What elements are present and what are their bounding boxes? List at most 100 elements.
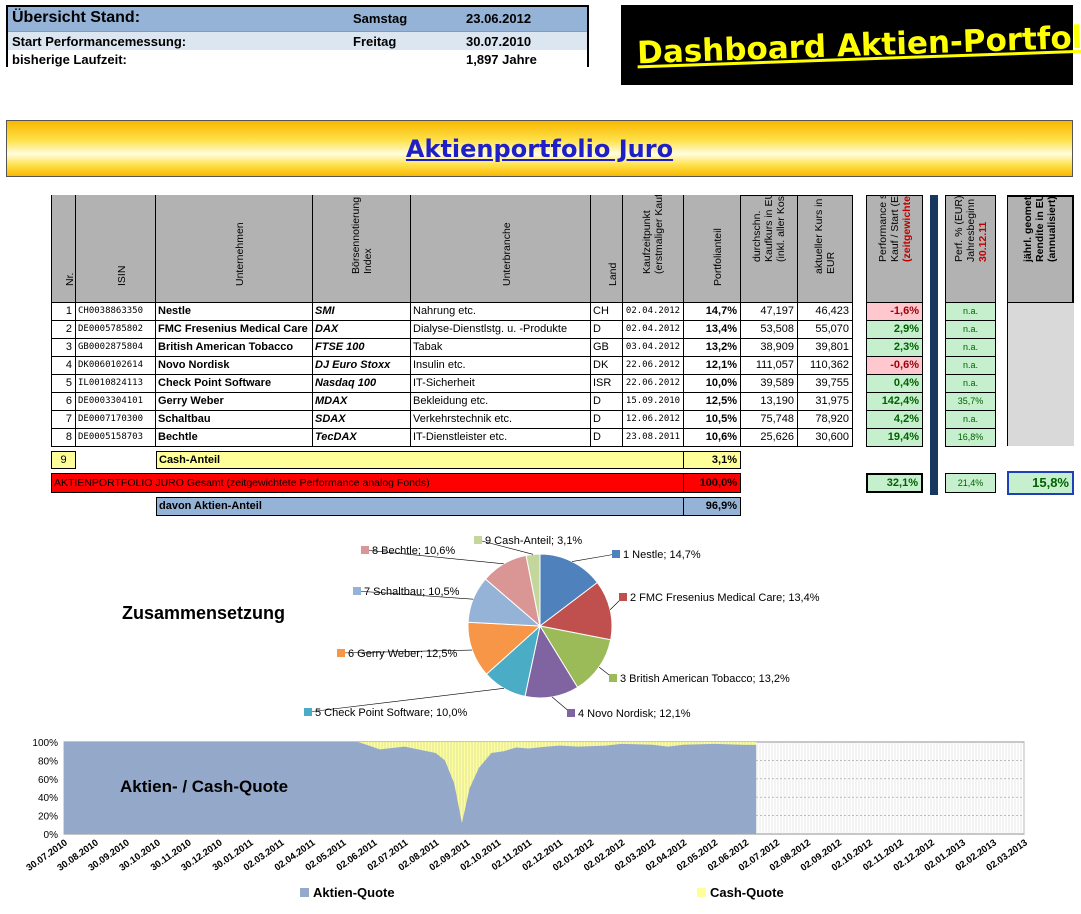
cell-perf: 2,9% [866,321,923,339]
overview-row-runtime: bisherige Laufzeit: 1,897 Jahre [8,50,587,67]
header-perf-l3: (zeitgewichtet) [900,195,913,262]
cell-nr: 7 [51,411,76,429]
cell-cur: 39,801 [798,339,853,357]
pie-legend-swatch [361,546,369,554]
cell-avg: 13,190 [741,393,798,411]
overview-title: Übersicht Stand: [12,9,141,26]
header-avgprice: durchschn. Kaufkurs in EUR (inkl. aller Ko… [741,195,798,303]
separator-bar [930,195,938,495]
quota-chart: 0%20%40%60%80%100%30.07.201030.08.201030… [24,738,1029,874]
cell-perf: 0,4% [866,375,923,393]
header-annual-l1: jährl. geometr. [1022,195,1034,262]
cell-branch: IT-Dienstleister etc. [411,429,591,447]
cell-ytd: n.a. [945,339,996,357]
cell-avg: 47,197 [741,303,798,321]
equity-label-text: davon Aktien-Anteil [159,500,262,512]
total-share: 100,0% [684,473,741,493]
header-isin: ISIN [76,195,156,303]
header-nr: Nr. [51,195,76,303]
header-curprice-l2: EUR [825,251,837,274]
cell-perf: 4,2% [866,411,923,429]
pie-legend-swatch [567,709,575,717]
cell-share: 12,5% [684,393,741,411]
cell-date: 03.04.2012 [623,339,684,357]
cell-ytd: n.a. [945,357,996,375]
cell-ytd: 16,8% [945,429,996,447]
y-tick-label: 60% [38,775,58,786]
portfolio-table: Nr. ISIN Unternehmen Börsennotierung / In… [51,195,1074,516]
header-ytd: Perf. % (EUR) seit: Jahresbeginn 30.12.11 [945,195,996,303]
pie-legend-swatch [609,674,617,682]
portfolio-title[interactable]: Aktienportfolio Juro [405,135,674,163]
start-label: Start Performancemessung: [12,34,187,49]
cell-nr: 3 [51,339,76,357]
pie-label: 4 Novo Nordisk; 12,1% [578,708,691,720]
header-country-label: Land [606,262,619,286]
header-company-label: Unternehmen [234,222,246,286]
cell-index: SMI [313,303,411,321]
header-country: Land [591,195,623,303]
pie-leader-line [364,549,504,565]
header-perf-l1: Performance seit [876,195,889,262]
cell-ytd: n.a. [945,321,996,339]
cell-ytd: n.a. [945,411,996,429]
legend-equity-swatch [300,888,309,897]
header-index-l1: Börsennotierung / [349,195,362,274]
cell-country: GB [591,339,623,357]
pie-label: 8 Bechtle; 10,6% [372,545,455,557]
legend-cash-swatch [697,888,706,897]
start-day: Freitag [353,34,397,49]
header-nr-label: Nr. [63,272,76,286]
pie-slice [539,553,599,628]
pie-leader-line [572,553,617,562]
cell-share: 14,7% [684,303,741,321]
cell-avg: 53,508 [741,321,798,339]
cell-perf: 19,4% [866,429,923,447]
cell-country: D [591,429,623,447]
cell-branch: Verkehrstechnik etc. [411,411,591,429]
cell-isin: CH0038863350 [76,303,156,321]
cell-share: 10,5% [684,411,741,429]
stand-date: 23.06.2012 [466,11,532,26]
cell-index: FTSE 100 [313,339,411,357]
total-label-text: AKTIENPORTFOLIO JURO Gesamt (zeitgewicht… [54,477,430,489]
overview-box: Übersicht Stand: Samstag 23.06.2012 Star… [6,5,589,67]
cell-nr: 8 [51,429,76,447]
cell-share: 10,0% [684,375,741,393]
cell-nr: 6 [51,393,76,411]
overview-row-stand: Übersicht Stand: Samstag 23.06.2012 [8,7,587,32]
header-buydate: Kaufzeitpunkt (erstmaliger Kauf) [623,195,684,303]
cell-country: D [591,393,623,411]
y-tick-label: 40% [38,793,58,804]
cell-isin: DE0007170300 [76,411,156,429]
cell-isin: DE0005158703 [76,429,156,447]
cash-nr: 9 [51,451,76,469]
cash-share: 3,1% [684,451,741,469]
header-index-l2: Index [361,248,374,274]
y-tick-label: 80% [38,756,58,767]
header-avgprice-l1: durchschn. [751,210,763,262]
cell-branch: Bekleidung etc. [411,393,591,411]
cell-index: MDAX [313,393,411,411]
cell-index: DAX [313,321,411,339]
cell-cur: 55,070 [798,321,853,339]
annual-empty-area [1007,303,1074,446]
header-curprice-l1: aktueller Kurs in [813,198,825,274]
header-share: Portfolianteil [684,195,741,303]
total-label: AKTIENPORTFOLIO JURO Gesamt (zeitgewicht… [51,473,684,493]
header-branch-label: Unterbranche [500,222,513,286]
overview-row-start: Start Performancemessung: Freitag 30.07.… [8,32,587,50]
cell-avg: 25,626 [741,429,798,447]
pie-legend-swatch [612,550,620,558]
header-index: Börsennotierung / Index [313,195,411,303]
cell-share: 10,6% [684,429,741,447]
composition-title: Zusammensetzung [122,603,286,623]
cell-perf: -0,6% [866,357,923,375]
cell-avg: 111,057 [741,357,798,375]
pie-legend-swatch [304,708,312,716]
total-annual: 15,8% [1007,471,1074,495]
pie-slice [538,625,612,689]
pie-label: 7 Schaltbau; 10,5% [364,586,460,598]
header-curprice: aktueller Kurs in EUR [798,195,853,303]
portfolio-banner: Aktienportfolio Juro [6,120,1073,177]
